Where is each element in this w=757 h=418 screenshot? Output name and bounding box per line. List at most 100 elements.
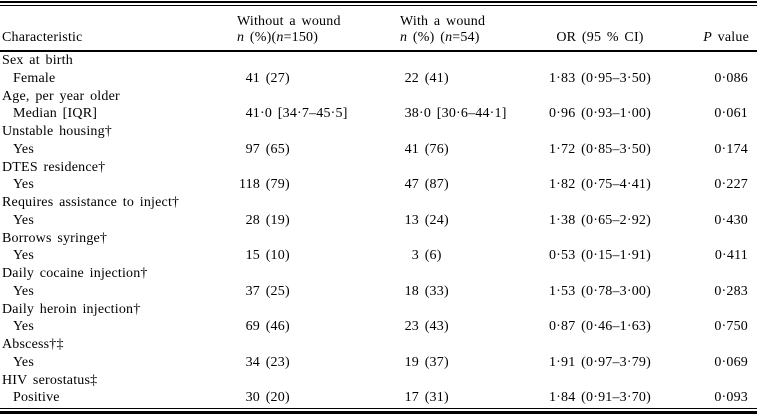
- col-header-without-line2: n (%)(n=150): [237, 30, 398, 46]
- value-number: 30: [245, 390, 260, 406]
- top-rule-thin: [0, 5, 757, 6]
- value-number: 41: [404, 141, 419, 157]
- cell-with-wound: 47 (87): [398, 176, 520, 194]
- cell-or-ci: 1·91 (0·97–3·79): [548, 354, 651, 370]
- cell-with-wound: 23 (43): [398, 318, 520, 336]
- cell-with-wound: 41 (76): [398, 141, 520, 159]
- row-label: Yes: [13, 283, 34, 299]
- cell-p-value: 0·069: [714, 354, 748, 370]
- value-number: 17: [404, 390, 419, 406]
- group-row: Unstable housing†: [0, 123, 757, 141]
- italic-symbol: n: [445, 30, 453, 45]
- data-row: Yes 37 (25) 18 (33) 1·53 (0·78–3·00) 0·283: [0, 283, 757, 301]
- cell-p-value: 0·227: [714, 177, 748, 193]
- data-row: Yes 97 (65) 41 (76) 1·72 (0·85–3·50) 0·174: [0, 141, 757, 159]
- bottom-rule-thick: [0, 411, 757, 414]
- data-row: Positive 30 (20) 17 (31) 1·84 (0·91–3·70) 0·…: [0, 389, 757, 407]
- cell-p-value: 0·174: [714, 141, 748, 157]
- cell-or-ci: 0·96 (0·93–1·00): [548, 106, 651, 122]
- row-group-label: Daily heroin injection†: [2, 301, 141, 317]
- row-group-label: DTES residence†: [2, 159, 106, 175]
- row-label: Positive: [13, 390, 60, 406]
- header-text: (%)(: [244, 30, 277, 45]
- value-number: 13: [404, 212, 419, 228]
- data-row: Yes 34 (23) 19 (37) 1·91 (0·97–3·79) 0·069: [0, 354, 757, 372]
- col-header-without-line1: Without a wound: [237, 14, 341, 29]
- value-number: 47: [404, 177, 419, 193]
- cell-p-value: 0·430: [714, 212, 748, 228]
- value-number: 38: [404, 106, 419, 122]
- data-row: Yes 118 (79) 47 (87) 1·82 (0·75–4·41) 0·227: [0, 176, 757, 194]
- header-text: value: [711, 30, 749, 45]
- cell-or-ci: 1·82 (0·75–4·41): [548, 177, 651, 193]
- cell-or-ci: 1·53 (0·78–3·00): [548, 283, 651, 299]
- cell-or-ci: 1·84 (0·91–3·70): [548, 390, 651, 406]
- data-row: Yes 15 (10) 3 (6) 0·53 (0·15–1·91) 0·411: [0, 247, 757, 265]
- row-label: Yes: [13, 141, 34, 157]
- col-header-without-wound: Without a wound n (%)(n=150): [232, 6, 398, 52]
- cell-with-wound: 13 (24): [398, 212, 520, 230]
- row-group-label: Borrows syringe†: [2, 230, 108, 246]
- group-row: Abscess†‡: [0, 336, 757, 354]
- cell-without-wound: 41 (27): [232, 70, 398, 88]
- cell-with-wound: 38·0 [30·6–44·1]: [398, 105, 520, 123]
- italic-symbol: P: [703, 30, 712, 45]
- row-label: Female: [13, 70, 56, 86]
- value-number: 15: [245, 248, 260, 264]
- cell-p-value: 0·750: [714, 319, 748, 335]
- value-number: 41: [245, 106, 260, 122]
- cell-or-ci: 0·87 (0·46–1·63): [548, 319, 651, 335]
- italic-symbol: n: [400, 30, 408, 45]
- cell-with-wound: 22 (41): [398, 70, 520, 88]
- cell-p-value: 0·086: [714, 70, 748, 86]
- cell-p-value: 0·093: [714, 390, 748, 406]
- group-row: Daily cocaine injection†: [0, 265, 757, 283]
- row-label: Yes: [13, 354, 34, 370]
- group-row: Requires assistance to inject†: [0, 194, 757, 212]
- row-group-label: Unstable housing†: [2, 124, 113, 139]
- cell-without-wound: 69 (46): [232, 318, 398, 336]
- cell-without-wound: 30 (20): [232, 389, 398, 407]
- table-body: Sex at birth Female 41 (27) 22 (41) 1·83 (0·…: [0, 51, 757, 407]
- italic-symbol: n: [276, 30, 284, 45]
- row-group-label: Age, per year older: [2, 88, 120, 104]
- value-number: 22: [404, 70, 419, 86]
- cell-without-wound: 37 (25): [232, 283, 398, 301]
- header-row: Characteristic Without a wound n (%)(n=1…: [0, 6, 757, 52]
- col-header-with-wound: With a wound n (%) (n=54): [398, 6, 520, 52]
- italic-symbol: n: [237, 30, 245, 45]
- cell-without-wound: 15 (10): [232, 247, 398, 265]
- cell-p-value: 0·061: [714, 106, 748, 122]
- cell-with-wound: 18 (33): [398, 283, 520, 301]
- row-group-label: Abscess†‡: [2, 337, 64, 352]
- value-number: 118: [239, 177, 261, 193]
- cell-with-wound: 3 (6): [398, 247, 520, 265]
- cell-without-wound: 118 (79): [239, 177, 290, 193]
- data-row: Median [IQR] 41·0 [34·7–45·5] 38·0 [30·6–4…: [0, 105, 757, 123]
- value-number: 97: [245, 141, 260, 157]
- row-group-label: Daily cocaine injection†: [2, 266, 148, 281]
- col-header-with-line2: n (%) (n=54): [400, 30, 520, 46]
- cell-p-value: 0·411: [714, 248, 748, 264]
- header-text: (%) (: [407, 30, 446, 45]
- cell-with-wound: 19 (37): [398, 354, 520, 372]
- value-number: 34: [245, 354, 260, 370]
- cell-or-ci: 1·72 (0·85–3·50): [548, 141, 651, 157]
- col-header-characteristic: Characteristic: [0, 6, 232, 52]
- cell-without-wound: 97 (65): [232, 141, 398, 159]
- col-header-or-ci: OR (95 % CI): [520, 6, 680, 52]
- header-text: =150): [283, 30, 319, 45]
- value-number: 69: [245, 319, 260, 335]
- group-row: Borrows syringe†: [0, 230, 757, 248]
- value-number: 18: [404, 283, 419, 299]
- cell-without-wound: 41·0 [34·7–45·5]: [232, 105, 398, 123]
- cell-without-wound: 28 (19): [232, 212, 398, 230]
- cell-p-value: 0·283: [714, 283, 748, 299]
- row-group-label: Requires assistance to inject†: [2, 195, 180, 210]
- cell-with-wound: 17 (31): [398, 389, 520, 407]
- col-header-p-value: P value: [680, 6, 757, 52]
- value-number: 19: [404, 354, 419, 370]
- characteristics-table: Characteristic Without a wound n (%)(n=1…: [0, 6, 757, 407]
- cell-or-ci: 0·53 (0·15–1·91): [548, 248, 651, 264]
